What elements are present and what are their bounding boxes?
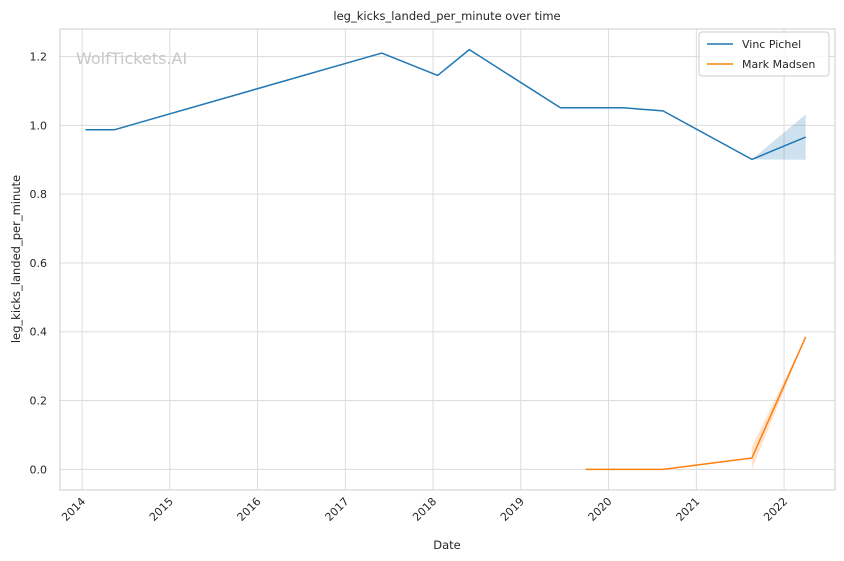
grid-lines [60, 29, 835, 490]
x-tick-label: 2017 [323, 495, 352, 524]
x-axis-ticks: 2014 2015 2016 2017 2018 2019 2020 2021 2022 [59, 495, 790, 524]
x-tick-label: 2019 [498, 495, 527, 524]
watermark: WolfTickets.AI [76, 49, 187, 68]
x-tick-label: 2021 [674, 495, 703, 524]
y-tick-label: 1.0 [30, 119, 48, 132]
y-axis-ticks: 0.0 0.2 0.4 0.6 0.8 1.0 1.2 [30, 51, 48, 477]
series-lines [85, 48, 807, 471]
series-line-mark-madsen [585, 336, 807, 471]
y-tick-label: 0.2 [30, 395, 48, 408]
series-line-vinc-pichel [85, 48, 806, 161]
legend-label-vinc-pichel: Vinc Pichel [742, 38, 801, 51]
legend: Vinc Pichel Mark Madsen [698, 31, 830, 77]
legend-label-mark-madsen: Mark Madsen [742, 58, 815, 71]
y-axis-label: leg_kicks_landed_per_minute [9, 175, 23, 343]
chart-title: leg_kicks_landed_per_minute over time [333, 9, 560, 23]
x-tick-label: 2022 [761, 495, 790, 524]
x-tick-label: 2015 [147, 495, 176, 524]
band-mark-madsen [751, 336, 806, 470]
y-tick-label: 0.6 [30, 257, 48, 270]
x-axis-label: Date [433, 538, 461, 552]
x-tick-label: 2018 [410, 495, 439, 524]
x-tick-label: 2020 [586, 495, 615, 524]
x-tick-label: 2016 [235, 495, 264, 524]
y-tick-label: 0.8 [30, 188, 48, 201]
confidence-bands [751, 114, 806, 470]
legend-box [698, 31, 830, 77]
band-vinc-pichel [751, 114, 806, 160]
y-tick-label: 0.4 [30, 326, 48, 339]
y-tick-label: 0.0 [30, 463, 48, 476]
x-tick-label: 2014 [59, 495, 88, 524]
plot-area [60, 29, 835, 490]
plot-frame [59, 28, 836, 491]
y-tick-label: 1.2 [30, 51, 48, 64]
